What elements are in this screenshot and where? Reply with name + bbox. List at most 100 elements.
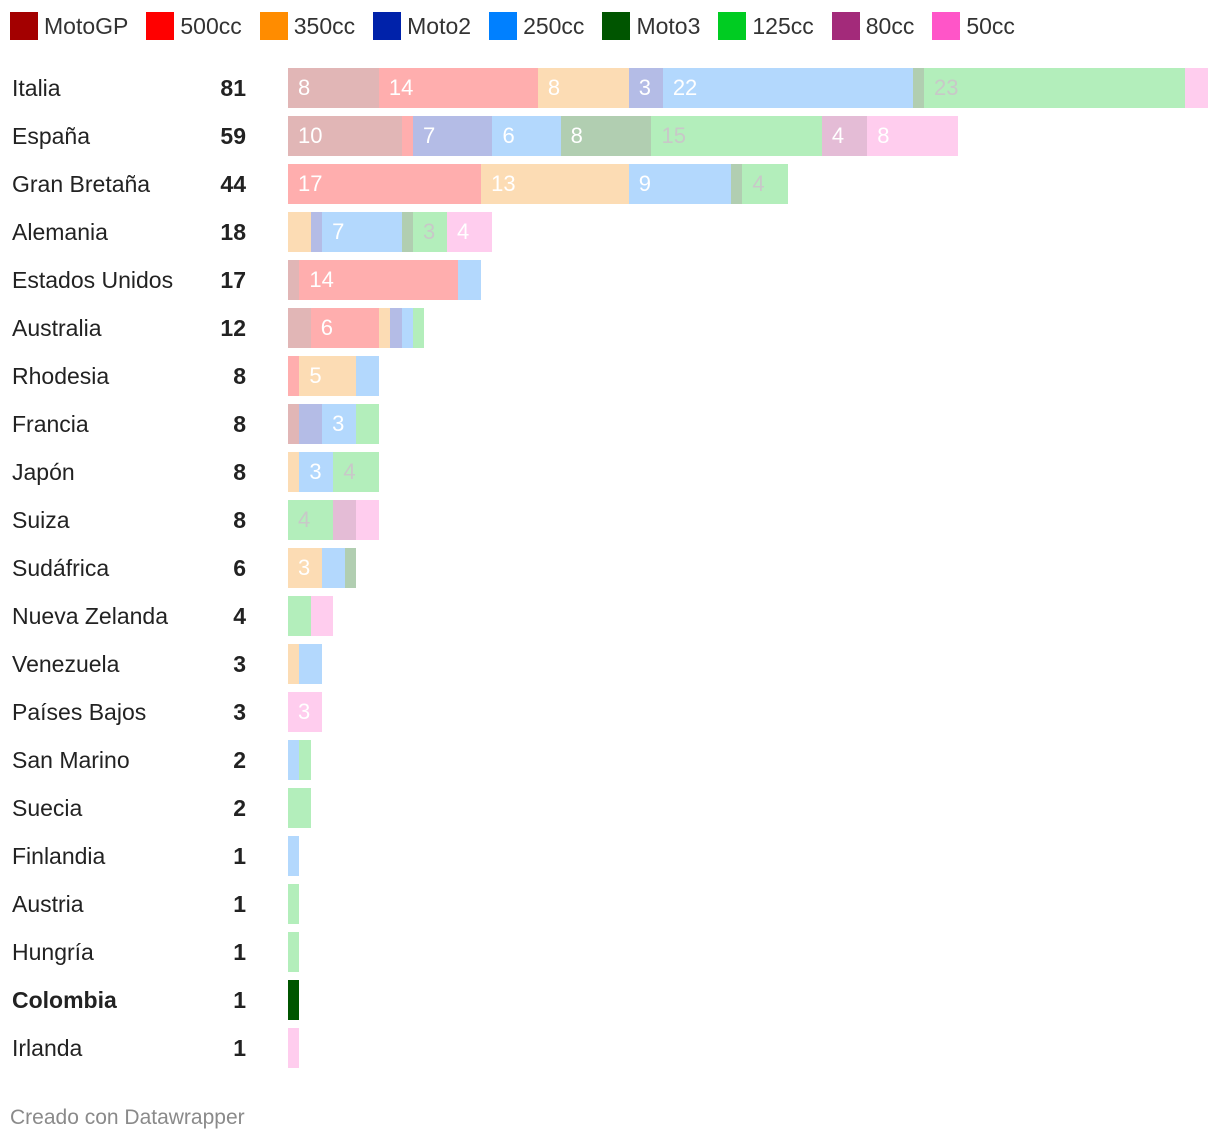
bar-segment[interactable] (401, 212, 413, 252)
segment-value-label: 23 (934, 75, 959, 100)
legend-label: 500cc (180, 12, 242, 39)
bar-segment[interactable] (299, 644, 323, 684)
bar-segment[interactable] (288, 596, 311, 636)
legend-item: 500cc (146, 12, 242, 40)
segment-value-label: 14 (309, 267, 334, 292)
bar-segment[interactable]: 7 (412, 116, 493, 156)
bar-segment[interactable] (730, 164, 743, 204)
bar-segment[interactable] (288, 932, 300, 972)
country-label: Nueva Zelanda (12, 603, 168, 629)
chart-rows: Italia 81 8 14 8 3 22 23 España 59 10 7 6 8 15 4 8 Gran B… (0, 64, 1220, 1072)
bar-segment[interactable] (288, 356, 300, 396)
bar-segment[interactable]: 4 (742, 164, 788, 204)
bar-segment[interactable] (288, 884, 300, 924)
bar-segment[interactable] (356, 500, 379, 540)
stacked-bar (288, 932, 1208, 972)
stacked-bar (288, 980, 1208, 1020)
bar-segment[interactable] (378, 308, 391, 348)
segment-value-label: 4 (831, 123, 845, 148)
bar-segment[interactable]: 6 (310, 308, 379, 348)
bar-segment[interactable] (288, 1028, 300, 1068)
bar-segment[interactable] (288, 212, 311, 252)
bar-segment[interactable]: 9 (628, 164, 731, 204)
country-label: San Marino (12, 747, 130, 773)
total-value: 8 (233, 363, 246, 389)
bar-segment[interactable]: 3 (288, 548, 323, 588)
bar-segment[interactable] (322, 548, 345, 588)
bar-segment[interactable] (299, 404, 323, 444)
total-value: 44 (220, 171, 246, 197)
bar-segment[interactable]: 5 (299, 356, 357, 396)
legend-label: MotoGP (44, 12, 129, 39)
footer-credit[interactable]: Creado con Datawrapper (10, 1106, 245, 1129)
bar-segment[interactable] (288, 980, 300, 1020)
bar-segment[interactable]: 23 (924, 68, 1186, 108)
segment-value-label: 7 (422, 123, 436, 148)
bar-segment[interactable] (288, 740, 300, 780)
legend-item: 350cc (259, 12, 355, 40)
bar-segment[interactable]: 3 (288, 692, 323, 732)
bar-segment[interactable] (1185, 68, 1208, 108)
legend-swatch (489, 12, 518, 40)
bar-segment[interactable]: 4 (821, 116, 868, 156)
bar-segment[interactable]: 14 (378, 68, 538, 108)
bar-segment[interactable] (390, 308, 402, 348)
segment-value-label: 13 (491, 171, 516, 196)
bar-segment[interactable]: 8 (537, 68, 629, 108)
bar-segment[interactable] (356, 404, 379, 444)
bar-segment[interactable] (412, 308, 425, 348)
total-value: 8 (233, 459, 246, 485)
bar-segment[interactable] (288, 452, 300, 492)
bar-segment[interactable]: 17 (288, 164, 482, 204)
bar-segment[interactable] (333, 500, 357, 540)
bar-segment[interactable]: 3 (628, 68, 663, 108)
bar-segment[interactable]: 4 (447, 212, 493, 252)
bar-segment[interactable] (288, 644, 300, 684)
bar-segment[interactable] (356, 356, 379, 396)
bar-segment[interactable] (310, 596, 334, 636)
legend-label: Moto3 (636, 12, 701, 39)
bar-segment[interactable] (288, 788, 311, 828)
bar-segment[interactable]: 3 (322, 404, 357, 444)
bar-segment[interactable]: 8 (560, 116, 652, 156)
bar-segment[interactable]: 6 (492, 116, 561, 156)
bar-segment[interactable]: 13 (481, 164, 629, 204)
bar-segment[interactable]: 7 (322, 212, 402, 252)
bar-segment[interactable] (912, 68, 925, 108)
segment-value-label: 3 (309, 459, 322, 484)
bar-segment[interactable]: 8 (867, 116, 959, 156)
bar-segment[interactable] (310, 212, 323, 252)
bar-segment[interactable]: 15 (651, 116, 822, 156)
bar-segment[interactable] (288, 836, 300, 876)
bar-segment[interactable]: 3 (412, 212, 447, 252)
bar-segment[interactable] (288, 404, 300, 444)
country-label: Venezuela (12, 651, 120, 677)
bar-segment[interactable] (344, 548, 357, 588)
bar-segment[interactable]: 8 (288, 68, 379, 108)
legend: MotoGP 500cc 350cc Moto2 250cc Moto3 125cc 80cc… (10, 8, 1033, 44)
segment-value-label: 8 (298, 75, 311, 100)
bar-segment[interactable] (458, 260, 482, 300)
bar-segment[interactable]: 14 (299, 260, 459, 300)
bar-segment[interactable]: 3 (299, 452, 334, 492)
bar-segment[interactable] (299, 740, 311, 780)
country-label: Irlanda (12, 1035, 83, 1061)
bar-segment[interactable]: 10 (288, 116, 402, 156)
bar-segment[interactable] (401, 116, 413, 156)
country-label: Rhodesia (12, 363, 110, 389)
total-value: 2 (233, 747, 246, 773)
segment-value-label: 3 (332, 411, 345, 436)
bar-segment[interactable]: 4 (288, 500, 334, 540)
bar-segment[interactable] (288, 308, 311, 348)
segment-value-label: 14 (388, 75, 414, 100)
segment-value-label: 6 (502, 123, 515, 148)
stacked-bar: 10 7 6 8 15 4 8 (288, 116, 1208, 156)
bar-segment[interactable] (288, 260, 300, 300)
bar-segment[interactable]: 22 (662, 68, 913, 108)
bar-segment[interactable]: 4 (333, 452, 379, 492)
bar-row: Nueva Zelanda 4 (0, 592, 1220, 640)
legend-item: 250cc (489, 12, 584, 40)
bar-segment[interactable] (401, 308, 413, 348)
legend-swatch (718, 12, 747, 40)
